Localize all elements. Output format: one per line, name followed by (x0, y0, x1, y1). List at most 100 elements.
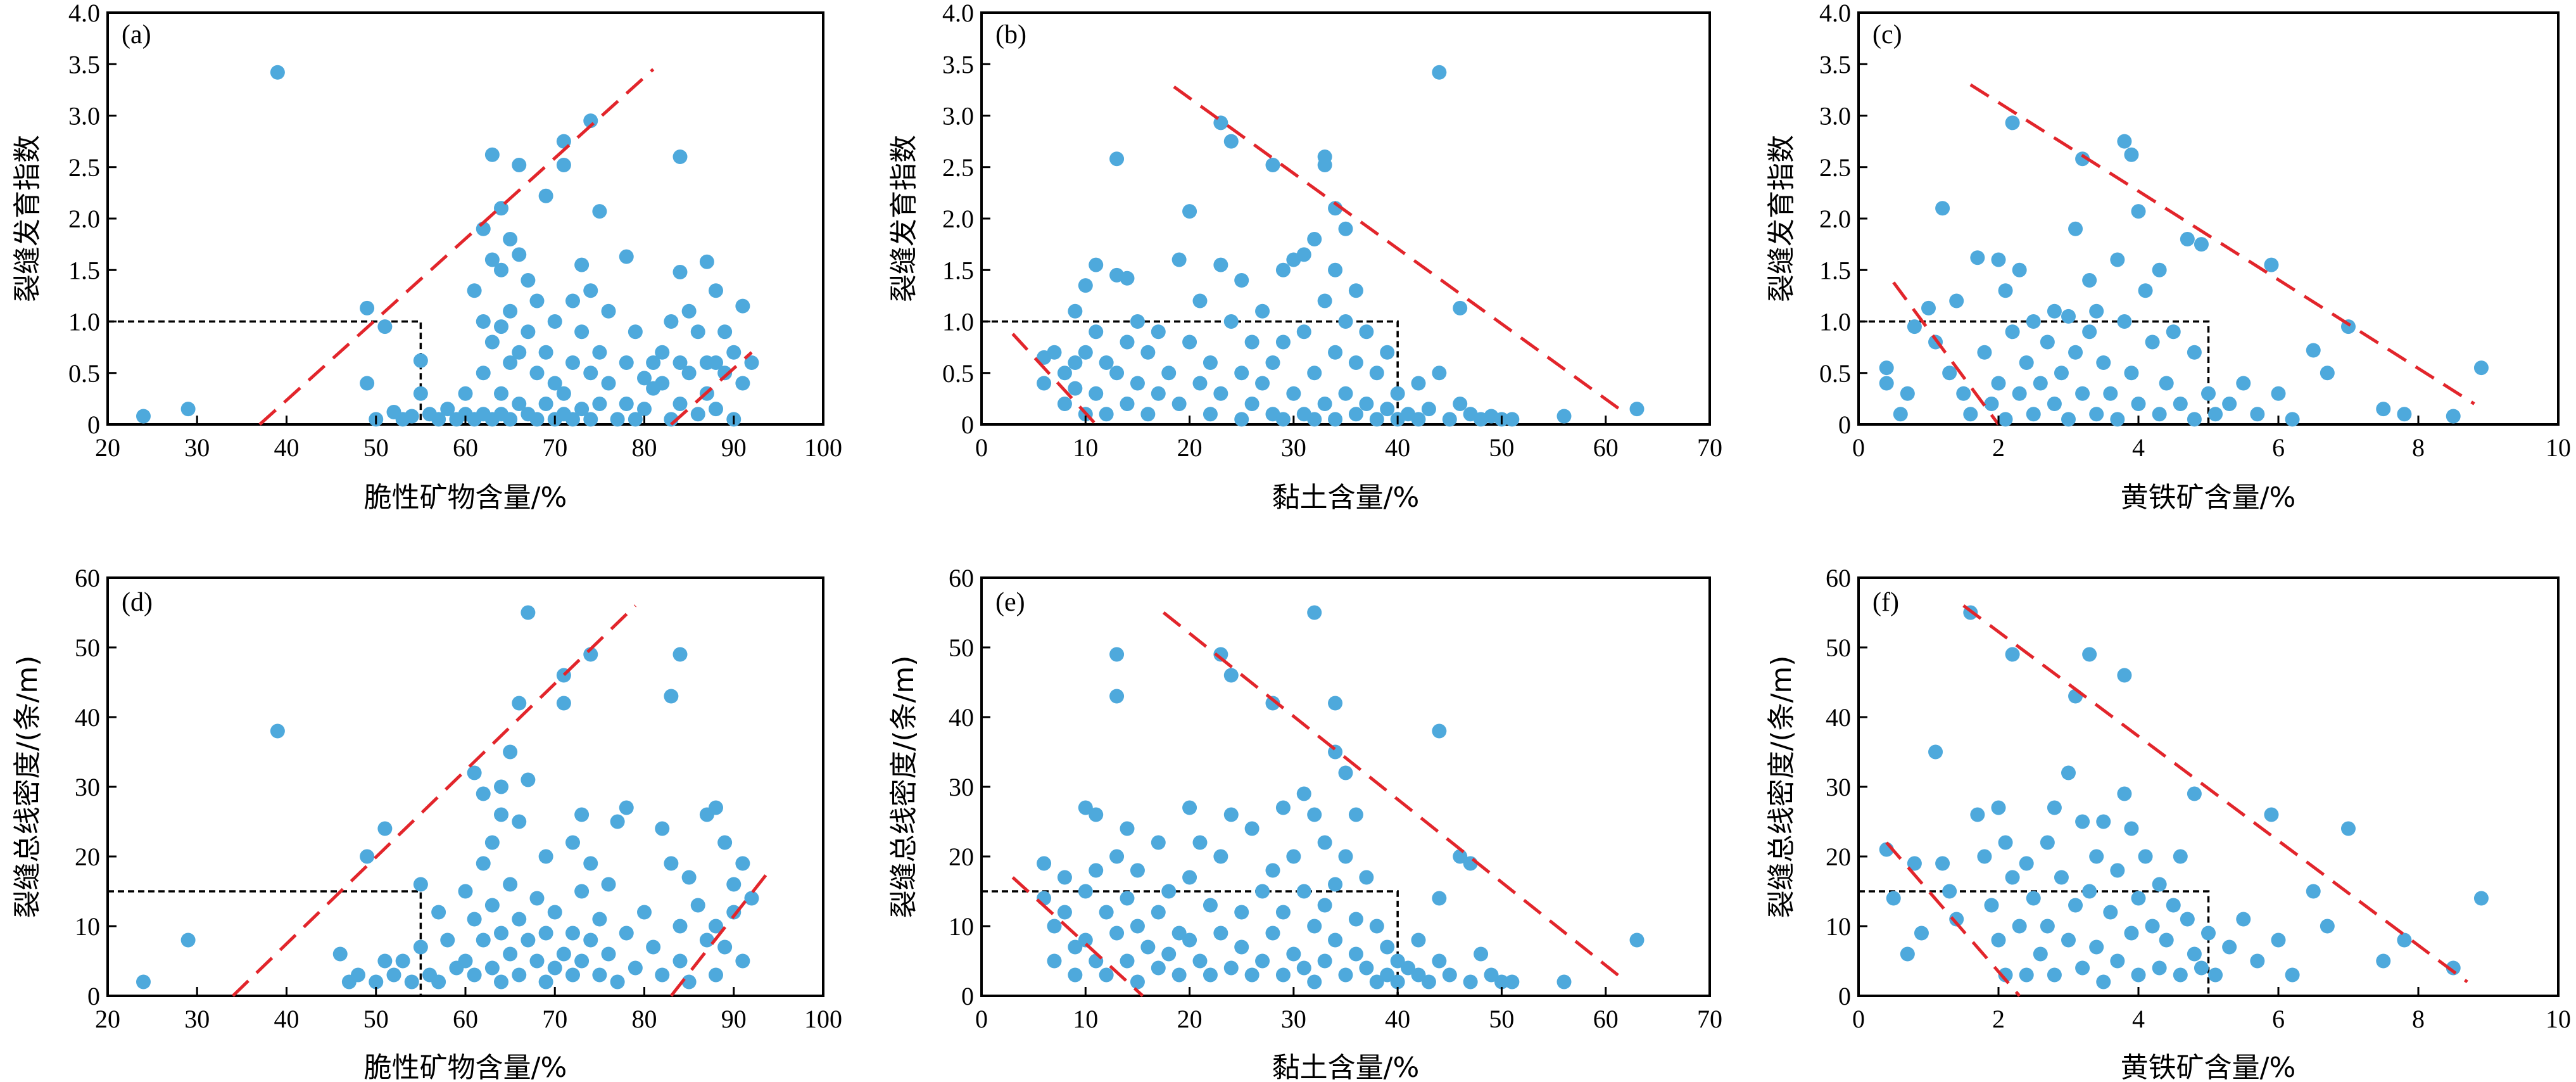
data-point (2124, 821, 2139, 836)
data-point (1234, 939, 1249, 955)
x-tick-label: 70 (1697, 433, 1722, 462)
data-point (664, 856, 679, 871)
data-point (512, 345, 527, 360)
x-tick-label: 60 (1593, 1005, 1619, 1033)
data-point (360, 849, 375, 864)
data-point (1328, 696, 1343, 711)
x-tick-label: 20 (95, 1005, 120, 1033)
data-point (2187, 412, 2202, 427)
data-point (1089, 324, 1104, 340)
x-tick-label: 10 (1073, 433, 1098, 462)
data-point (1151, 386, 1166, 401)
data-point (360, 300, 375, 315)
data-point (2068, 345, 2083, 360)
y-tick-label: 2.5 (1819, 153, 1851, 182)
data-point (529, 953, 545, 969)
data-point (1970, 807, 1985, 822)
data-point (583, 283, 598, 298)
data-point (646, 939, 661, 955)
data-point (180, 402, 196, 417)
data-point (619, 355, 634, 370)
data-point (1265, 863, 1280, 878)
trend-line (669, 869, 771, 997)
data-point (1109, 151, 1125, 167)
data-point (1390, 974, 1405, 990)
data-point (413, 353, 428, 368)
data-point (1089, 386, 1104, 401)
data-point (1991, 932, 2006, 948)
data-point (2040, 835, 2055, 850)
data-point (717, 939, 733, 955)
x-tick-label: 50 (1489, 1005, 1514, 1033)
data-point (1317, 898, 1332, 913)
data-point (484, 898, 500, 913)
data-point (1463, 974, 1478, 990)
data-point (1432, 723, 1447, 739)
data-point (360, 376, 375, 391)
data-point (2397, 407, 2412, 422)
data-point (1047, 345, 1062, 360)
data-point (1317, 953, 1332, 969)
threshold-line (982, 890, 1399, 996)
data-point (476, 366, 491, 381)
data-layer (982, 605, 1645, 997)
y-tick-label: 4.0 (1819, 0, 1851, 27)
data-point (136, 409, 151, 424)
data-point (547, 960, 562, 976)
data-point (1275, 412, 1291, 427)
data-point (377, 953, 393, 969)
trend-line (1962, 604, 2468, 984)
data-point (2194, 237, 2209, 252)
data-point (1057, 905, 1072, 920)
data-point (1949, 912, 1964, 927)
data-point (601, 376, 616, 391)
data-point (2306, 884, 2321, 899)
data-point (1317, 835, 1332, 850)
data-point (494, 319, 508, 334)
y-axis-label: 裂缝发育指数 (1765, 135, 1798, 302)
data-point (440, 932, 455, 948)
data-point (1223, 807, 1239, 822)
data-point (2110, 953, 2125, 969)
data-point (690, 898, 705, 913)
data-point (2096, 355, 2111, 370)
panel-b: 0 10 20 30 40 50 60 70 0 0.5 1.0 1.5 2.0 2.5 3.0 3.5 4.0… (888, 0, 1722, 514)
data-point (494, 779, 508, 794)
data-point (521, 605, 536, 620)
data-point (2117, 786, 2132, 801)
data-point (538, 397, 553, 411)
data-point (1421, 402, 1436, 417)
data-point (1380, 967, 1395, 983)
data-point (1192, 835, 1208, 850)
data-point (655, 967, 670, 983)
data-point (646, 355, 661, 370)
data-point (1998, 967, 2013, 983)
data-point (1213, 849, 1228, 864)
data-point (735, 953, 750, 969)
data-point (1244, 967, 1260, 983)
data-point (2103, 905, 2118, 920)
data-point (2187, 345, 2202, 360)
data-point (556, 696, 571, 711)
data-point (1275, 334, 1291, 350)
data-point (1120, 397, 1135, 411)
data-point (690, 407, 705, 422)
data-point (2145, 334, 2160, 350)
data-point (1265, 696, 1280, 711)
data-point (1307, 974, 1322, 990)
data-point (2271, 386, 2286, 401)
data-point (1348, 946, 1363, 962)
data-point (1130, 919, 1145, 934)
data-point (1317, 158, 1332, 172)
data-point (1893, 407, 1908, 422)
data-point (1078, 800, 1093, 815)
data-point (610, 814, 625, 829)
data-point (1442, 412, 1457, 427)
data-point (547, 376, 562, 391)
data-point (1120, 334, 1135, 350)
data-point (369, 974, 384, 990)
y-tick-label: 0.5 (68, 359, 100, 388)
data-point (538, 849, 553, 864)
data-point (1348, 283, 1363, 298)
data-point (2131, 204, 2146, 219)
